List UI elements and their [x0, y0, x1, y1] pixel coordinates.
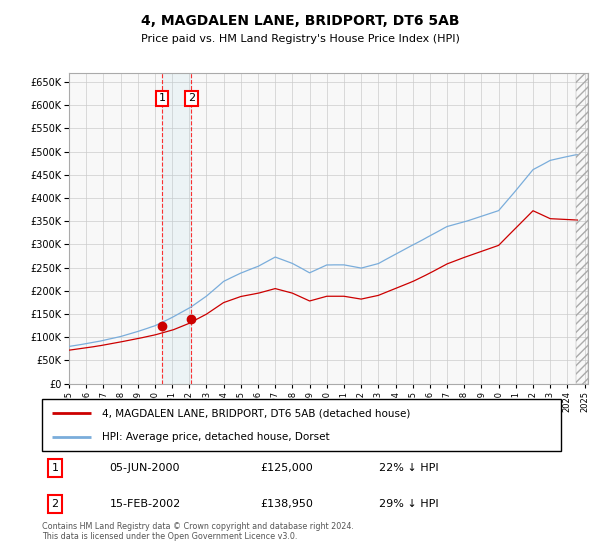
Text: £125,000: £125,000	[260, 463, 313, 473]
Text: 4, MAGDALEN LANE, BRIDPORT, DT6 5AB (detached house): 4, MAGDALEN LANE, BRIDPORT, DT6 5AB (det…	[101, 408, 410, 418]
Text: HPI: Average price, detached house, Dorset: HPI: Average price, detached house, Dors…	[101, 432, 329, 442]
Text: Price paid vs. HM Land Registry's House Price Index (HPI): Price paid vs. HM Land Registry's House …	[140, 34, 460, 44]
Text: 2: 2	[52, 499, 59, 509]
Text: 15-FEB-2002: 15-FEB-2002	[109, 499, 181, 509]
Text: 1: 1	[52, 463, 58, 473]
Bar	[162, 73, 191, 384]
Text: Contains HM Land Registry data © Crown copyright and database right 2024.
This d: Contains HM Land Registry data © Crown c…	[42, 522, 354, 542]
Text: £138,950: £138,950	[260, 499, 313, 509]
Text: 29% ↓ HPI: 29% ↓ HPI	[379, 499, 439, 509]
Text: 4, MAGDALEN LANE, BRIDPORT, DT6 5AB: 4, MAGDALEN LANE, BRIDPORT, DT6 5AB	[141, 14, 459, 28]
FancyBboxPatch shape	[42, 399, 561, 451]
Text: 1: 1	[158, 94, 166, 103]
Text: 2: 2	[188, 94, 195, 103]
Text: 05-JUN-2000: 05-JUN-2000	[109, 463, 180, 473]
Text: 22% ↓ HPI: 22% ↓ HPI	[379, 463, 439, 473]
